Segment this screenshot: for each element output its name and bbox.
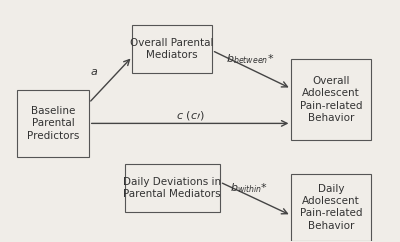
Text: Baseline
Parental
Predictors: Baseline Parental Predictors — [27, 106, 79, 141]
Text: $a$: $a$ — [90, 67, 98, 77]
Text: Overall
Adolescent
Pain-related
Behavior: Overall Adolescent Pain-related Behavior — [300, 76, 362, 123]
Text: Daily
Adolescent
Pain-related
Behavior: Daily Adolescent Pain-related Behavior — [300, 183, 362, 231]
Text: $b_{between}$*: $b_{between}$* — [226, 52, 274, 66]
Text: $b_{within}$*: $b_{within}$* — [230, 182, 268, 195]
FancyBboxPatch shape — [291, 59, 371, 140]
Text: Daily Deviations in
Parental Mediators: Daily Deviations in Parental Mediators — [123, 177, 221, 199]
Text: Overall Parental
Mediators: Overall Parental Mediators — [130, 38, 214, 60]
FancyBboxPatch shape — [124, 164, 220, 212]
Text: $c\ (c\prime)$: $c\ (c\prime)$ — [176, 108, 204, 121]
FancyBboxPatch shape — [17, 90, 89, 157]
FancyBboxPatch shape — [291, 174, 371, 241]
FancyBboxPatch shape — [132, 25, 212, 73]
